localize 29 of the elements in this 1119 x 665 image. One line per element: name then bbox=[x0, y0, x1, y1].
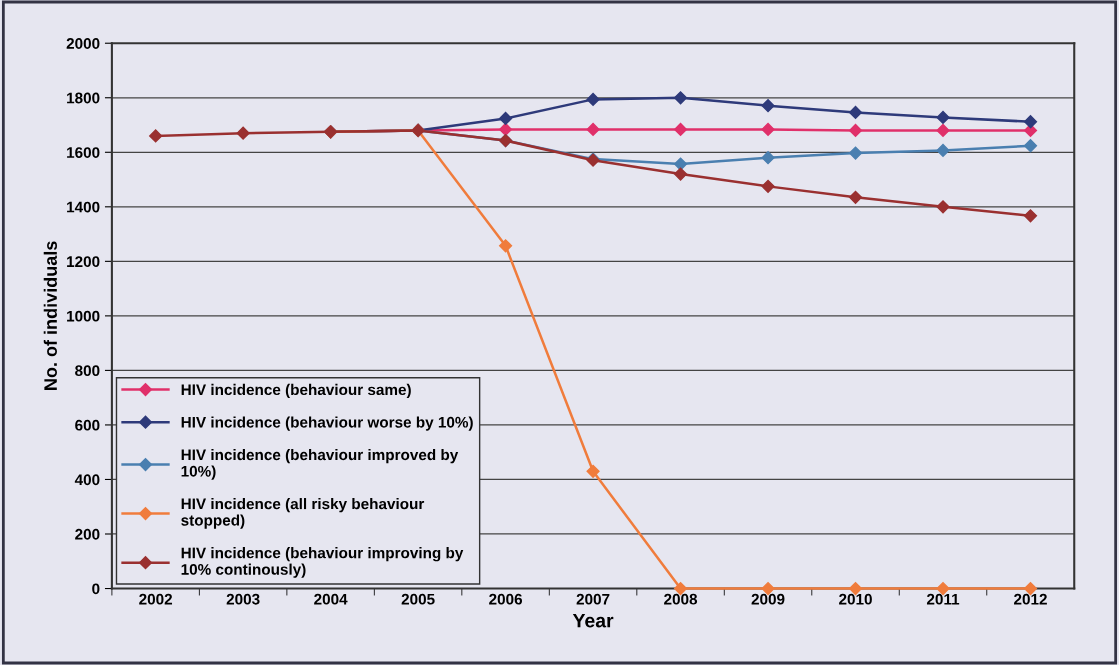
legend-label: HIV incidence (behaviour same) bbox=[181, 383, 411, 399]
y-tick-label: 1600 bbox=[67, 147, 100, 158]
x-tick-label: 2006 bbox=[489, 593, 523, 605]
y-tick-label: 1400 bbox=[67, 201, 100, 213]
legend-label: HIV incidence (behaviour improved by 10%) bbox=[181, 449, 459, 480]
x-tick-label: 2002 bbox=[139, 593, 173, 605]
legend-label: HIV incidence (behaviour improving by 10% continously) bbox=[181, 547, 464, 578]
x-tick-label: 2003 bbox=[226, 593, 260, 605]
x-tick-label: 2010 bbox=[839, 593, 872, 605]
y-tick-label: 400 bbox=[74, 474, 100, 486]
y-tick-label: 2000 bbox=[66, 38, 100, 49]
y-tick-label: 800 bbox=[75, 365, 100, 377]
y-tick-label: 200 bbox=[75, 528, 100, 540]
x-tick-label: 2005 bbox=[401, 593, 435, 605]
x-tick-label: 2008 bbox=[664, 593, 698, 605]
x-tick-label: 2007 bbox=[576, 593, 610, 605]
y-tick-label: 1000 bbox=[67, 310, 100, 322]
x-tick-label: 2012 bbox=[1014, 593, 1047, 605]
x-tick-label: 2011 bbox=[926, 593, 960, 605]
x-tick-label: 2009 bbox=[751, 593, 785, 605]
y-axis-title: No. of individuals bbox=[43, 241, 57, 390]
legend-label: HIV incidence (all risky behaviour stopped) bbox=[181, 498, 425, 529]
x-tick-label: 2004 bbox=[314, 593, 348, 605]
legend-label: HIV incidence (behaviour worse by 10%) bbox=[181, 416, 473, 431]
y-tick-label: 1200 bbox=[67, 256, 100, 268]
y-tick-label: 0 bbox=[92, 583, 100, 595]
x-axis-title: Year bbox=[572, 613, 614, 628]
y-tick-label: 600 bbox=[75, 419, 100, 431]
y-tick-label: 1800 bbox=[67, 92, 100, 104]
